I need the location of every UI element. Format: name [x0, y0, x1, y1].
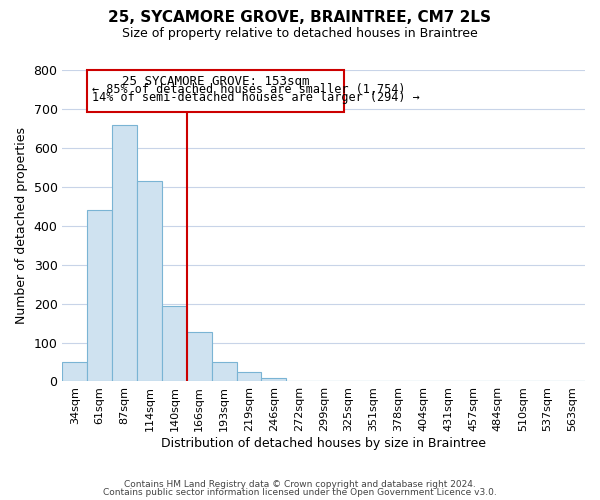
Bar — [62, 362, 88, 382]
Bar — [187, 332, 212, 382]
X-axis label: Distribution of detached houses by size in Braintree: Distribution of detached houses by size … — [161, 437, 486, 450]
Text: 14% of semi-detached houses are larger (294) →: 14% of semi-detached houses are larger (… — [92, 92, 420, 104]
Bar — [162, 306, 187, 382]
Bar — [112, 124, 137, 382]
Text: Size of property relative to detached houses in Braintree: Size of property relative to detached ho… — [122, 28, 478, 40]
Text: 25, SYCAMORE GROVE, BRAINTREE, CM7 2LS: 25, SYCAMORE GROVE, BRAINTREE, CM7 2LS — [109, 10, 491, 25]
Y-axis label: Number of detached properties: Number of detached properties — [15, 127, 28, 324]
FancyBboxPatch shape — [88, 70, 344, 112]
Bar — [262, 378, 286, 382]
Bar — [212, 362, 236, 382]
Text: Contains HM Land Registry data © Crown copyright and database right 2024.: Contains HM Land Registry data © Crown c… — [124, 480, 476, 489]
Text: 25 SYCAMORE GROVE: 153sqm: 25 SYCAMORE GROVE: 153sqm — [122, 75, 309, 88]
Bar — [137, 181, 162, 382]
Text: ← 85% of detached houses are smaller (1,754): ← 85% of detached houses are smaller (1,… — [92, 83, 406, 96]
Text: Contains public sector information licensed under the Open Government Licence v3: Contains public sector information licen… — [103, 488, 497, 497]
Bar — [236, 372, 262, 382]
Bar — [88, 210, 112, 382]
